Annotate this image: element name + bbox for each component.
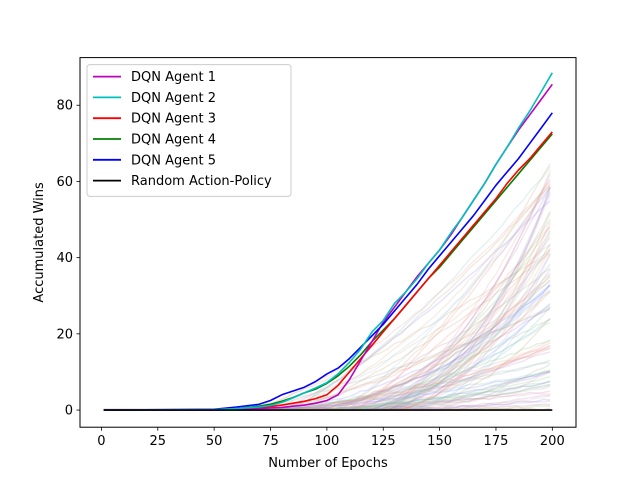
legend-entry-label: DQN Agent 1 [131, 70, 216, 85]
x-tick-label: 150 [427, 434, 452, 449]
legend-entry-label: DQN Agent 5 [131, 153, 216, 168]
legend-entry-label: DQN Agent 2 [131, 91, 216, 106]
legend-entry-label: Random Action-Policy [131, 174, 272, 189]
x-tick-label: 75 [262, 434, 279, 449]
legend-entry-label: DQN Agent 3 [131, 112, 216, 127]
y-tick-label: 40 [56, 251, 73, 266]
legend: DQN Agent 1 DQN Agent 2 DQN Agent 3 DQN Age… [86, 64, 292, 197]
series-line-5 [103, 112, 553, 411]
x-tick-label: 50 [206, 434, 223, 449]
y-tick-label: 60 [56, 175, 73, 190]
x-tick-label: 200 [540, 434, 565, 449]
series-line-2 [103, 72, 553, 411]
series-lines [103, 72, 553, 411]
y-tick-label: 20 [56, 327, 73, 342]
legend-box [86, 64, 292, 197]
x-tick-label: 175 [484, 434, 509, 449]
x-axis-label: Number of Epochs [268, 456, 388, 471]
series-line-3 [103, 131, 553, 411]
y-tick-label: 0 [65, 404, 73, 419]
y-axis: 0 20 40 60 80 [56, 99, 80, 419]
plot-frame [79, 57, 577, 428]
x-axis: 0 25 50 75 100 125 150 175 200 [97, 427, 565, 449]
x-tick-label: 25 [150, 434, 167, 449]
x-tick-label: 100 [314, 434, 339, 449]
x-tick-label: 0 [97, 434, 105, 449]
legend-entry-label: DQN Agent 4 [131, 133, 216, 148]
y-tick-label: 80 [56, 99, 73, 114]
x-tick-label: 125 [371, 434, 396, 449]
y-axis-label: Accumulated Wins [32, 182, 47, 303]
